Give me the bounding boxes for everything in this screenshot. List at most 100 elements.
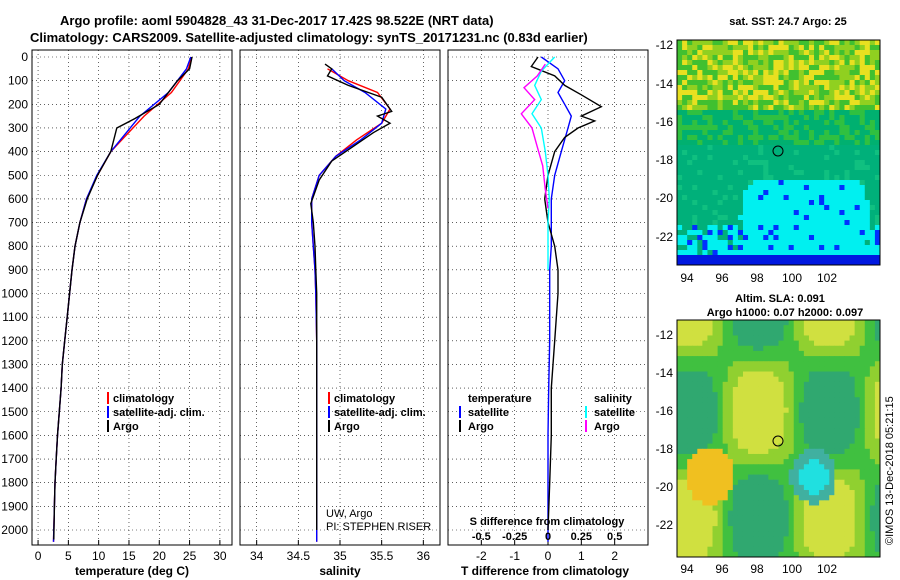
map-cell [682, 526, 688, 532]
map-cell [798, 60, 805, 66]
sla-lat-tick: -22 [656, 518, 674, 532]
map-cell [692, 423, 698, 429]
map-cell [722, 55, 729, 61]
map-cell [824, 386, 830, 393]
map-cell [844, 210, 850, 216]
sst-lat-tick: -20 [656, 191, 674, 205]
map-cell [758, 100, 764, 106]
map-cell [712, 190, 718, 196]
map-cell [834, 120, 840, 126]
map-cell [869, 240, 876, 246]
map-cell [808, 250, 815, 256]
map-cell [722, 325, 729, 331]
map-cell [849, 60, 856, 66]
map-cell [692, 366, 698, 372]
map-cell [677, 200, 683, 206]
map-cell [712, 500, 718, 506]
map-cell [697, 105, 703, 111]
map-cell [803, 200, 810, 206]
map-cell [849, 205, 856, 211]
map-cell [849, 50, 856, 56]
map-cell [864, 170, 871, 176]
map-cell [778, 443, 784, 450]
map-cell [717, 402, 724, 408]
map-cell [717, 433, 724, 439]
map-cell [819, 520, 825, 527]
map-cell [778, 165, 784, 171]
map-cell [783, 428, 790, 434]
map-cell [783, 531, 790, 537]
map-cell [768, 474, 774, 481]
map-cell [803, 65, 810, 71]
map-cell [697, 469, 703, 475]
map-cell [712, 474, 718, 481]
map-cell [727, 55, 734, 61]
map-cell [829, 80, 835, 86]
map-cell [742, 260, 749, 266]
map-cell [717, 115, 724, 121]
map-cell [768, 210, 774, 216]
map-cell [834, 526, 840, 532]
map-cell [803, 240, 810, 246]
map-cell [753, 366, 759, 372]
map-cell [732, 376, 739, 383]
map-cell [707, 80, 713, 86]
map-cell [869, 392, 876, 398]
map-cell [814, 85, 820, 91]
map-cell [737, 551, 744, 558]
map-cell [788, 130, 795, 136]
map-cell [722, 464, 729, 470]
map-cell [732, 505, 739, 512]
map-cell [697, 260, 703, 266]
map-cell [682, 185, 688, 191]
map-cell [874, 392, 881, 398]
map-cell [814, 325, 820, 331]
map-cell [677, 75, 683, 81]
map-cell [808, 320, 815, 326]
map-cell [697, 70, 703, 76]
map-cell [727, 433, 734, 439]
map-cell [707, 520, 713, 527]
map-cell [758, 50, 764, 56]
map-cell [814, 100, 820, 106]
map-cell [677, 260, 683, 266]
map-cell [692, 392, 698, 398]
map-cell [874, 469, 881, 475]
map-cell [732, 210, 739, 216]
map-cell [687, 85, 693, 91]
map-cell [783, 245, 790, 251]
map-cell [697, 115, 703, 121]
map-cell [737, 225, 744, 231]
map-cell [808, 95, 815, 101]
map-cell [874, 448, 881, 455]
map-cell [727, 397, 734, 403]
map-cell [758, 70, 764, 76]
map-cell [778, 469, 784, 475]
map-cell [717, 350, 724, 357]
map-cell [783, 85, 790, 91]
map-cell [803, 230, 810, 236]
map-cell [737, 45, 744, 51]
map-cell [763, 526, 769, 532]
map-cell [677, 65, 683, 71]
map-cell [753, 65, 759, 71]
map-cell [849, 495, 856, 501]
map-cell [874, 205, 881, 211]
salinity-x-tick-label: 36 [417, 549, 431, 563]
map-cell [707, 541, 713, 548]
map-cell [839, 320, 845, 326]
map-cell [829, 505, 835, 512]
map-cell [742, 356, 749, 362]
map-cell [687, 551, 693, 558]
map-cell [808, 366, 815, 372]
map-cell [768, 350, 774, 357]
map-cell [829, 371, 835, 378]
map-cell [864, 443, 871, 450]
map-cell [859, 240, 866, 246]
map-cell [793, 484, 800, 491]
map-cell [702, 135, 708, 141]
map-cell [727, 90, 734, 96]
map-cell [814, 145, 820, 151]
map-cell [727, 402, 734, 408]
map-cell [722, 215, 729, 221]
